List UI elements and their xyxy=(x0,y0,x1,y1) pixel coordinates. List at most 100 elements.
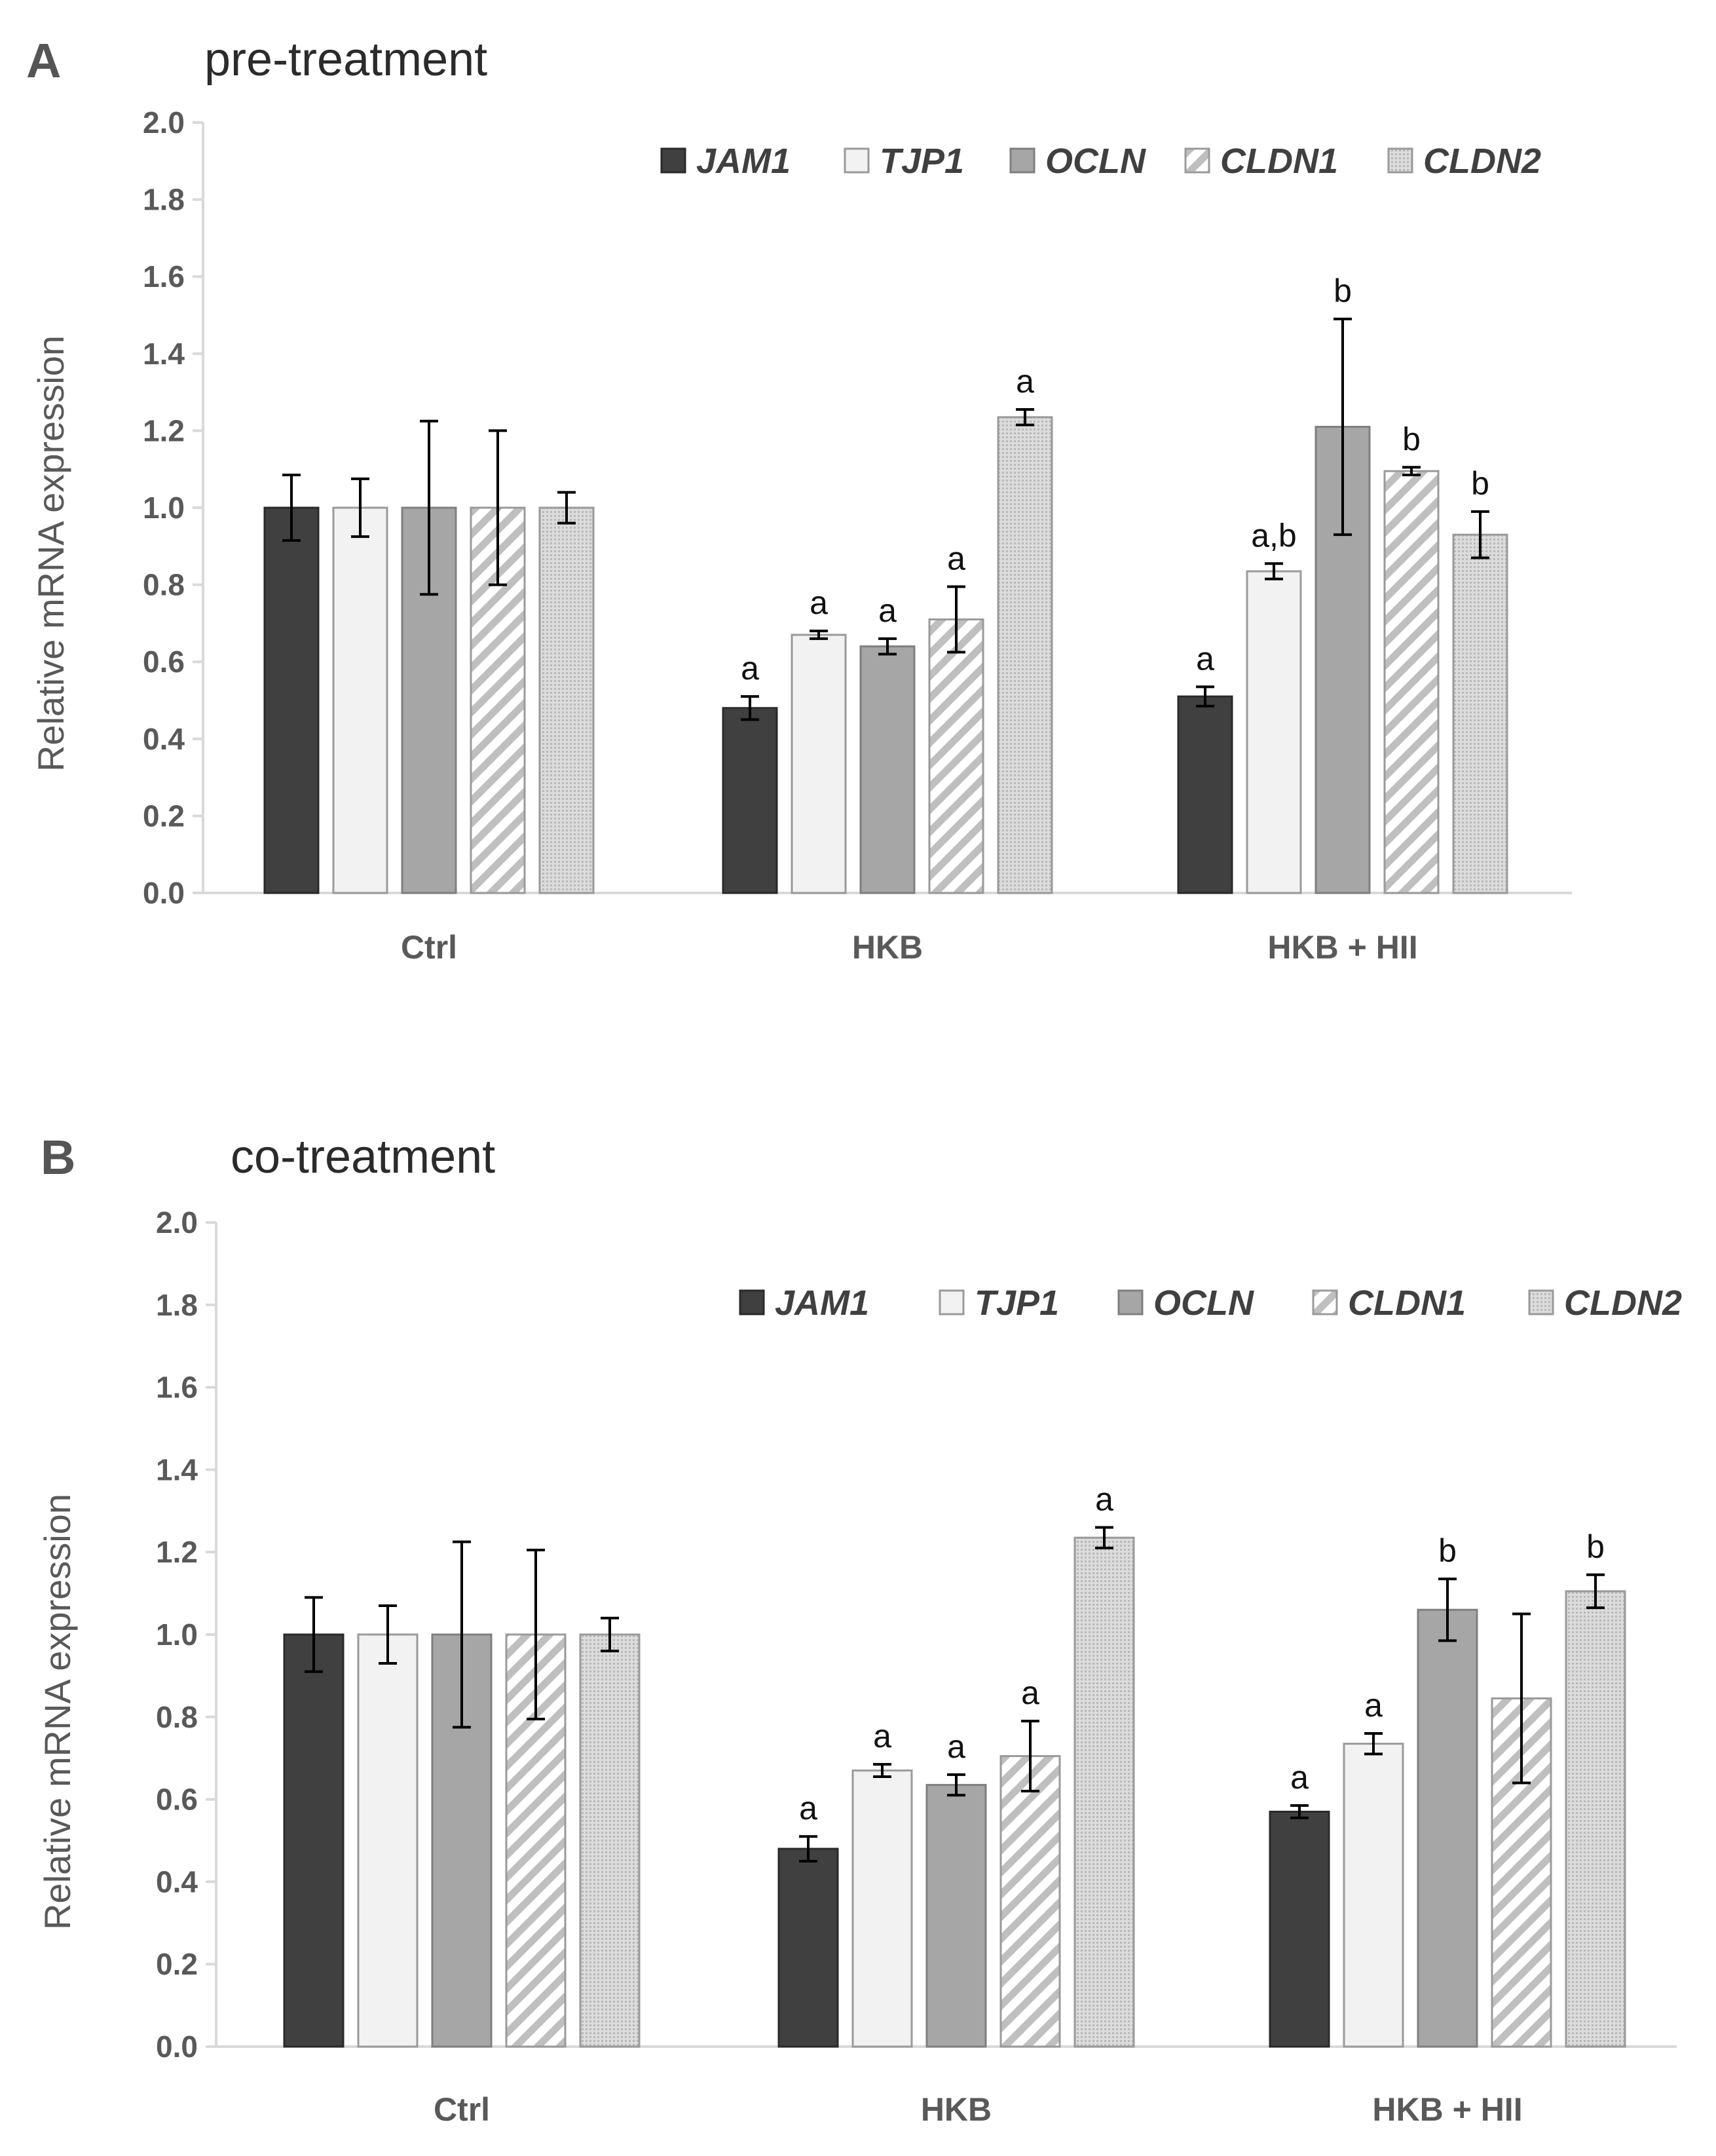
panel-a-significance-label: a xyxy=(1196,640,1214,677)
panel-b-y-tick-label: 0.0 xyxy=(156,2030,198,2064)
panel-b-bar-tjp1 xyxy=(357,1633,419,2048)
panel-a-significance-label: a,b xyxy=(1251,517,1297,554)
panel-a-legend-label-tjp1: TJP1 xyxy=(880,142,964,181)
panel-b-y-tick-label: 1.0 xyxy=(156,1617,198,1652)
panel-a-legend-label-ocln: OCLN xyxy=(1045,142,1146,181)
panel-b-significance-label: a xyxy=(947,1728,965,1765)
panel-a-y-tick-label: 1.4 xyxy=(143,337,185,371)
panel-b-bar-cldn2 xyxy=(579,1633,641,2048)
panel-b-legend-swatch-cldn1 xyxy=(1312,1289,1338,1315)
panel-b-y-tick-label: 1.4 xyxy=(156,1452,198,1486)
panel-a-bar-jam1 xyxy=(263,506,320,894)
panel-a-y-axis-title: Relative mRNA expression xyxy=(30,335,71,772)
panel-b-significance-label: a xyxy=(799,1790,817,1826)
panel-a-legend-label-cldn1: CLDN1 xyxy=(1220,142,1338,181)
panel-b-bar-jam1 xyxy=(777,1847,839,2048)
panel-a-category-label: HKB + HII xyxy=(1267,929,1417,966)
panel-a-bar-cldn2 xyxy=(538,506,595,894)
panel-b-bar-cldn2 xyxy=(1073,1536,1135,2048)
panel-a-category-label: Ctrl xyxy=(401,929,457,966)
panel-b-legend-label-ocln: OCLN xyxy=(1153,1283,1254,1323)
panel-b-category-label: Ctrl xyxy=(434,2091,490,2128)
panel-b-significance-label: a xyxy=(1021,1674,1039,1711)
panel-a-axes: 0.0 0.2 0.4 0.6 0.8 1.0 1.2 1.4 1.6 1.8 2.0 Ctrl HKB… xyxy=(143,105,1572,966)
panel-a-legend-label-jam1: JAM1 xyxy=(696,142,791,181)
panel-a-bars: a a a a,b a b a b a b xyxy=(263,273,1508,894)
panel-b-y-tick-label: 1.2 xyxy=(156,1535,198,1569)
panel-b-category-label: HKB + HII xyxy=(1372,2091,1522,2128)
panel-a-bar-tjp1 xyxy=(791,634,847,894)
panel-b-significance-label: a xyxy=(1364,1687,1383,1724)
panel-a-y-tick-label: 0.4 xyxy=(143,722,185,756)
panel-a-bar-tjp1 xyxy=(332,506,388,894)
panel-a-significance-label: a xyxy=(741,650,759,687)
panel-b-y-axis-title: Relative mRNA expression xyxy=(37,1494,78,1930)
panel-b-significance-label: b xyxy=(1586,1528,1605,1565)
panel-b-significance-label: b xyxy=(1438,1532,1457,1569)
panel-a-legend-swatch-cldn2 xyxy=(1387,147,1413,174)
panel-b-y-tick-label: 1.6 xyxy=(156,1371,198,1405)
panel-a-legend-swatch-cldn1 xyxy=(1184,147,1210,174)
panel-b-legend-label-cldn1: CLDN1 xyxy=(1348,1283,1466,1323)
panel-a-legend-label-cldn2: CLDN2 xyxy=(1423,142,1541,181)
panel-b-bar-cldn2 xyxy=(1565,1590,1626,2048)
panel-a-y-tick-label: 1.8 xyxy=(143,183,185,217)
panel-b-legend-label-cldn2: CLDN2 xyxy=(1564,1283,1682,1323)
panel-a-bar-jam1 xyxy=(1177,695,1233,894)
panel-b-legend-swatch-tjp1 xyxy=(939,1289,965,1315)
panel-b-axes: 0.0 0.2 0.4 0.6 0.8 1.0 1.2 1.4 1.6 1.8 2.0 Ctrl HKB… xyxy=(156,1205,1677,2128)
panel-b-legend-label-tjp1: TJP1 xyxy=(975,1283,1059,1323)
panel-b-bar-cldn1 xyxy=(999,1755,1061,2048)
panel-a-significance-label: a xyxy=(810,584,828,621)
panel-b-y-tick-label: 0.4 xyxy=(156,1864,198,1899)
panel-a-y-tick-label: 0.6 xyxy=(143,645,185,679)
panel-b-y-tick-label: 0.6 xyxy=(156,1783,198,1817)
panel-b-category-label: HKB xyxy=(921,2091,992,2128)
panel-b-bar-jam1 xyxy=(283,1633,345,2048)
panel-a-bar-cldn1 xyxy=(928,618,984,894)
panel-a-bar-jam1 xyxy=(722,707,778,894)
panel-b-y-tick-label: 2.0 xyxy=(156,1205,198,1239)
panel-b-y-tick-label: 0.2 xyxy=(156,1947,198,1981)
panel-a-y-tick-label: 1.6 xyxy=(143,259,185,293)
panel-a-bar-cldn2 xyxy=(997,416,1053,894)
panel-a-legend-swatch-jam1 xyxy=(660,147,686,174)
panel-a-legend-swatch-tjp1 xyxy=(844,147,870,174)
panel-a-title: pre-treatment xyxy=(204,33,487,86)
panel-b-legend-swatch-ocln xyxy=(1117,1289,1144,1315)
panel-b-bar-tjp1 xyxy=(851,1769,913,2048)
panel-a-y-tick-label: 0.0 xyxy=(143,876,185,910)
panel-b-bar-jam1 xyxy=(1269,1810,1330,2048)
panel-b-legend-swatch-jam1 xyxy=(739,1289,765,1315)
panel-a-significance-label: b xyxy=(1471,465,1489,502)
panel-a-bar-cldn1 xyxy=(1383,470,1440,894)
panel-a-significance-label: b xyxy=(1402,421,1421,457)
panel-b-legend-label-jam1: JAM1 xyxy=(775,1283,869,1323)
panel-a: A pre-treatment Relative mRNA expression… xyxy=(26,33,1572,966)
panel-a-y-tick-label: 2.0 xyxy=(143,105,185,140)
panel-b-significance-label: a xyxy=(1095,1481,1113,1517)
panel-b-bar-ocln xyxy=(925,1784,987,2048)
panel-b-y-tick-label: 0.8 xyxy=(156,1700,198,1734)
panel-b-legend-swatch-cldn2 xyxy=(1528,1289,1554,1315)
panel-b-bar-ocln xyxy=(1417,1608,1478,2048)
panel-a-significance-label: a xyxy=(947,540,965,577)
panel-b-title: co-treatment xyxy=(231,1131,495,1183)
panel-b: B co-treatment Relative mRNA expression … xyxy=(37,1130,1682,2128)
panel-a-significance-label: b xyxy=(1334,273,1352,309)
panel-a-y-tick-label: 1.2 xyxy=(143,413,185,447)
panel-a-letter: A xyxy=(26,33,61,88)
panel-a-legend-swatch-ocln xyxy=(1009,147,1035,174)
panel-a-bar-ocln xyxy=(859,645,916,894)
panel-b-bars: a a a a a b a a b xyxy=(283,1481,1626,2048)
panel-b-letter: B xyxy=(41,1130,75,1184)
panel-a-y-tick-label: 1.0 xyxy=(143,491,185,525)
panel-b-y-tick-label: 1.8 xyxy=(156,1288,198,1322)
panel-b-significance-label: a xyxy=(873,1718,891,1754)
panel-a-significance-label: a xyxy=(1016,363,1034,400)
panel-a-y-tick-label: 0.2 xyxy=(143,799,185,833)
panel-a-y-tick-label: 0.8 xyxy=(143,568,185,602)
panel-a-legend: JAM1 TJP1 OCLN CLDN1 CLDN2 xyxy=(660,142,1541,181)
panel-a-category-label: HKB xyxy=(852,929,923,966)
